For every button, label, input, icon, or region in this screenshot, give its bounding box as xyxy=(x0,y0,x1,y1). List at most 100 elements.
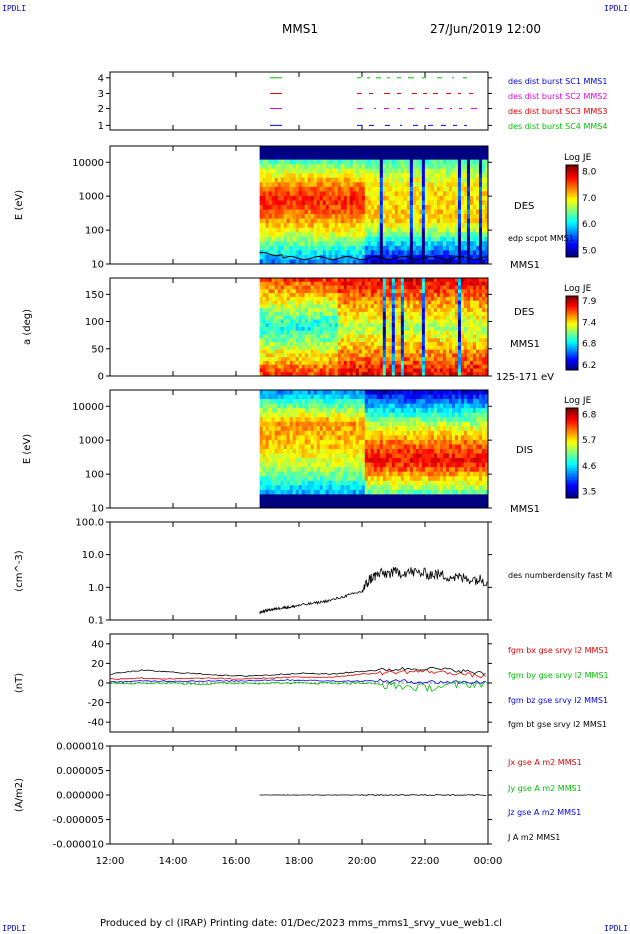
spectrogram-cell xyxy=(454,250,459,256)
spectrogram-cell xyxy=(469,349,474,354)
spectrogram-cell xyxy=(262,462,267,468)
spectrogram-cell xyxy=(472,372,477,377)
spectrogram-cell xyxy=(376,186,381,192)
spectrogram-cell xyxy=(343,296,348,302)
spectrogram-cell xyxy=(463,304,468,309)
spectrogram-cell xyxy=(397,338,402,343)
spectrogram-cell xyxy=(319,236,324,242)
spectrogram-cell xyxy=(463,296,468,302)
spectrogram-cell xyxy=(349,323,354,328)
spectrogram-cell xyxy=(349,232,354,238)
spectrogram-cell xyxy=(361,289,366,294)
spectrogram-cell xyxy=(469,323,474,328)
spectrogram-cell xyxy=(364,177,369,183)
spectrogram-cell xyxy=(310,349,315,354)
spectrogram-cell xyxy=(262,360,267,366)
spectrogram-cell xyxy=(319,296,324,302)
spectrogram-cell xyxy=(433,368,438,373)
spectrogram-cell xyxy=(421,342,426,347)
spectrogram-cell xyxy=(298,476,303,482)
spectrogram-cell xyxy=(334,227,339,233)
spectrogram-cell xyxy=(307,439,312,445)
spectrogram-cell xyxy=(391,159,396,165)
spectrogram-cell xyxy=(469,218,474,224)
spectrogram-cell xyxy=(319,349,324,354)
spectrogram-cell xyxy=(283,214,288,220)
spectrogram-cell xyxy=(427,300,432,305)
spectrogram-cell xyxy=(379,250,384,256)
spectrogram-cell xyxy=(466,285,471,290)
spectrogram-cell xyxy=(307,159,312,165)
spectrogram-cell xyxy=(451,245,456,251)
spectrogram-cell xyxy=(313,368,318,373)
spectrogram-cell xyxy=(283,223,288,229)
spectrogram-cell xyxy=(427,281,432,286)
spectrogram-cell xyxy=(397,308,402,313)
spectrogram-cell xyxy=(271,168,276,174)
spectrogram-cell xyxy=(346,227,351,233)
spectrogram-cell xyxy=(316,177,321,183)
spectrogram-cell xyxy=(349,394,354,400)
spectrogram-cell xyxy=(451,360,456,366)
spectrogram-cell xyxy=(460,168,465,174)
colorbar-swatch xyxy=(566,197,578,200)
spectrogram-cell xyxy=(319,453,324,459)
spectrogram-cell xyxy=(436,319,441,324)
spectrogram-cell xyxy=(370,182,375,188)
spectrogram-cell xyxy=(400,360,405,366)
spectrogram-cell xyxy=(445,281,450,286)
spectrogram-cell xyxy=(346,338,351,343)
spectrogram-cell xyxy=(475,227,480,233)
spectrogram-cell xyxy=(265,254,270,260)
spectrogram-cell xyxy=(277,200,282,206)
spectrogram-cell xyxy=(385,227,390,233)
spectrogram-cell xyxy=(466,319,471,324)
spectrogram-cell xyxy=(484,223,489,229)
spectrogram-cell xyxy=(481,200,486,206)
spectrogram-cell xyxy=(430,168,435,174)
spectrogram-cell xyxy=(334,421,339,427)
spectrogram-cell xyxy=(346,345,351,351)
spectrogram-cell xyxy=(436,191,441,197)
spectrogram-cell xyxy=(373,368,378,373)
spectrogram-cell xyxy=(274,319,279,324)
spectrogram-cell xyxy=(289,227,294,233)
spectrogram-cell xyxy=(337,444,342,450)
spectrogram-cell xyxy=(418,191,423,197)
spectrogram-cell xyxy=(472,150,477,156)
spectrogram-cell xyxy=(442,250,447,256)
spectrogram-cell xyxy=(418,241,423,247)
spectrogram-cell xyxy=(397,155,402,161)
spectrogram-cell xyxy=(301,453,306,459)
spectrogram-cell xyxy=(430,278,435,283)
spectrogram-cell xyxy=(277,304,282,309)
spectrogram-cell xyxy=(283,205,288,210)
spectrogram-cell xyxy=(295,412,300,418)
spectrogram-cell xyxy=(349,150,354,156)
spectrogram-cell xyxy=(478,254,483,260)
spectrogram-cell xyxy=(367,278,372,283)
spectrogram-cell xyxy=(298,155,303,161)
spectrogram-cell xyxy=(364,168,369,174)
spectrogram-cell xyxy=(343,453,348,459)
spectrogram-cell xyxy=(394,319,399,324)
spectrogram-cell xyxy=(331,449,336,454)
spectrogram-cell xyxy=(259,403,264,409)
spectrogram-cell xyxy=(265,241,270,247)
colorbar-swatch xyxy=(566,333,578,336)
spectrogram-cell xyxy=(394,281,399,286)
spectrogram-cell xyxy=(286,357,291,362)
spectrogram-cell xyxy=(409,209,414,215)
spectrogram-cell xyxy=(343,186,348,192)
colorbar-swatch xyxy=(566,323,578,327)
spectrogram-cell xyxy=(430,200,435,206)
spectrogram-cell xyxy=(397,285,402,290)
spectrogram-cell xyxy=(472,285,477,290)
y-tick-label: 0 xyxy=(98,372,104,383)
spectrogram-cell xyxy=(478,281,483,286)
spectrogram-cell xyxy=(445,250,450,256)
spectrogram-cell xyxy=(289,254,294,260)
spectrogram-cell xyxy=(328,173,333,179)
spectrogram-cell xyxy=(319,449,324,454)
spectrogram-cell xyxy=(307,364,312,369)
